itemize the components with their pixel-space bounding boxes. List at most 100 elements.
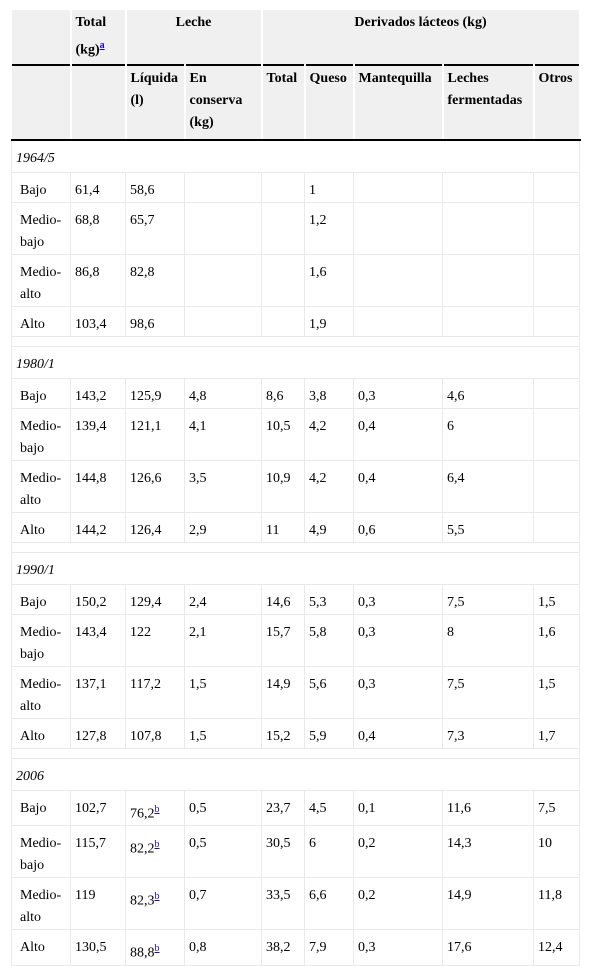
cell-liquida: 65,7 bbox=[125, 201, 185, 255]
cell-label: Medio-alto bbox=[11, 459, 71, 513]
period-label: 1990/1 bbox=[10, 551, 581, 585]
table-row: Alto 144,2 126,4 2,9 11 4,9 0,6 5,5 bbox=[11, 511, 581, 543]
footnote-b-link[interactable]: b bbox=[154, 943, 160, 955]
cell-fermentadas: 14,3 bbox=[442, 825, 535, 879]
table-row: Bajo 143,2 125,9 4,8 8,6 3,8 0,3 4,6 bbox=[11, 377, 581, 409]
table-body: 1964/5 Bajo 61,4 58,6 1 Medio-bajo 68,8 65,7 1,2… bbox=[10, 139, 581, 966]
cell-der-total: 38,2 bbox=[261, 929, 306, 966]
cell-label: Medio-alto bbox=[11, 877, 71, 931]
cell-der-total: 14,9 bbox=[261, 665, 306, 719]
period-row: 1990/1 bbox=[10, 551, 581, 585]
cell-conserva: 3,5 bbox=[183, 459, 263, 513]
cell-mantequilla: 0,3 bbox=[353, 377, 444, 409]
cell-conserva: 0,5 bbox=[183, 825, 263, 879]
cell-der-total bbox=[261, 171, 306, 203]
cell-der-total: 23,7 bbox=[261, 789, 306, 827]
table-header: Total (kg)a Leche Derivados lácteos (kg)… bbox=[11, 10, 581, 141]
table-row: Medio-bajo 115,7 82,2b 0,5 30,5 6 0,2 14,3 10 bbox=[11, 825, 581, 879]
cell-queso: 6,6 bbox=[304, 877, 355, 931]
cell-fermentadas: 6,4 bbox=[442, 459, 535, 513]
header-leches-fermentadas: Leches fermentadas bbox=[442, 63, 535, 141]
cell-fermentadas: 4,6 bbox=[442, 377, 535, 409]
footnote-b-link[interactable]: b bbox=[154, 839, 160, 851]
cell-liquida: 107,8 bbox=[125, 717, 185, 749]
cell-liquida: 98,6 bbox=[125, 305, 185, 337]
cell-fermentadas bbox=[442, 253, 535, 307]
cell-label: Medio-bajo bbox=[11, 201, 71, 255]
cell-total: 102,7 bbox=[70, 789, 126, 827]
cell-label: Bajo bbox=[11, 789, 71, 827]
cell-conserva: 1,5 bbox=[183, 717, 263, 749]
cell-mantequilla: 0,3 bbox=[353, 665, 444, 719]
cell-otros: 12,4 bbox=[533, 929, 581, 966]
table-row: Medio-bajo 143,4 122 2,1 15,7 5,8 0,3 8 1,6 bbox=[11, 613, 581, 667]
cell-liquida: 129,4 bbox=[125, 583, 185, 615]
table-row: Medio-alto 119 82,3b 0,7 33,5 6,6 0,2 14,9 11,8 bbox=[11, 877, 581, 931]
cell-label: Medio-bajo bbox=[11, 825, 71, 879]
cell-label: Alto bbox=[11, 511, 71, 543]
cell-otros: 11,8 bbox=[533, 877, 581, 931]
cell-liquida: 82,3b bbox=[125, 877, 185, 931]
cell-mantequilla: 0,4 bbox=[353, 459, 444, 513]
cell-otros: 1,5 bbox=[533, 583, 581, 615]
cell-liquida: 121,1 bbox=[125, 407, 185, 461]
cell-queso: 6 bbox=[304, 825, 355, 879]
footnote-b-link[interactable]: b bbox=[154, 891, 160, 903]
cell-otros: 10 bbox=[533, 825, 581, 879]
table-row: Bajo 150,2 129,4 2,4 14,6 5,3 0,3 7,5 1,5 bbox=[11, 583, 581, 615]
cell-label: Alto bbox=[11, 717, 71, 749]
cell-queso: 7,9 bbox=[304, 929, 355, 966]
cell-total: 119 bbox=[70, 877, 126, 931]
header-otros: Otros bbox=[533, 63, 581, 141]
group-spacer bbox=[10, 335, 581, 347]
cell-fermentadas: 6 bbox=[442, 407, 535, 461]
cell-total: 61,4 bbox=[70, 171, 126, 203]
cell-otros bbox=[533, 407, 581, 461]
cell-mantequilla: 0,2 bbox=[353, 877, 444, 931]
table-row: Medio-alto 137,1 117,2 1,5 14,9 5,6 0,3 7,5 1,5 bbox=[11, 665, 581, 719]
cell-total: 139,4 bbox=[70, 407, 126, 461]
cell-conserva: 2,4 bbox=[183, 583, 263, 615]
cell-otros bbox=[533, 253, 581, 307]
footnote-b-link[interactable]: b bbox=[154, 803, 160, 815]
cell-der-total bbox=[261, 305, 306, 337]
cell-otros bbox=[533, 459, 581, 513]
header-total: Total (kg)a bbox=[70, 10, 127, 65]
cell-fermentadas: 5,5 bbox=[442, 511, 535, 543]
table-row: Medio-bajo 139,4 121,1 4,1 10,5 4,2 0,4 6 bbox=[11, 407, 581, 461]
cell-fermentadas bbox=[442, 305, 535, 337]
period-row: 2006 bbox=[10, 757, 581, 791]
cell-liquida: 126,6 bbox=[125, 459, 185, 513]
cell-fermentadas: 8 bbox=[442, 613, 535, 667]
cell-label: Medio-bajo bbox=[11, 613, 71, 667]
cell-mantequilla bbox=[353, 305, 444, 337]
header-total-sub bbox=[70, 63, 127, 141]
cell-queso: 1 bbox=[304, 171, 355, 203]
cell-otros: 1,5 bbox=[533, 665, 581, 719]
cell-fermentadas: 11,6 bbox=[442, 789, 535, 827]
cell-conserva: 2,1 bbox=[183, 613, 263, 667]
cell-conserva bbox=[183, 171, 263, 203]
cell-der-total: 15,2 bbox=[261, 717, 306, 749]
cell-conserva: 0,8 bbox=[183, 929, 263, 966]
header-liquida: Líquida (l) bbox=[125, 63, 186, 141]
cell-der-total: 11 bbox=[261, 511, 306, 543]
header-derivados: Derivados lácteos (kg) bbox=[261, 10, 581, 65]
cell-mantequilla bbox=[353, 171, 444, 203]
cell-fermentadas: 7,5 bbox=[442, 665, 535, 719]
cell-otros bbox=[533, 171, 581, 203]
cell-otros bbox=[533, 511, 581, 543]
cell-conserva: 4,8 bbox=[183, 377, 263, 409]
cell-queso: 4,5 bbox=[304, 789, 355, 827]
table-row: Bajo 102,7 76,2b 0,5 23,7 4,5 0,1 11,6 7,5 bbox=[11, 789, 581, 827]
header-leche: Leche bbox=[125, 10, 263, 65]
cell-queso: 1,6 bbox=[304, 253, 355, 307]
cell-otros bbox=[533, 201, 581, 255]
cell-fermentadas bbox=[442, 201, 535, 255]
cell-label: Bajo bbox=[11, 583, 71, 615]
footnote-a-link[interactable]: a bbox=[99, 40, 105, 51]
header-corner-sub bbox=[11, 63, 72, 141]
cell-der-total bbox=[261, 201, 306, 255]
table-row: Medio-alto 144,8 126,6 3,5 10,9 4,2 0,4 6,4 bbox=[11, 459, 581, 513]
cell-der-total: 8,6 bbox=[261, 377, 306, 409]
